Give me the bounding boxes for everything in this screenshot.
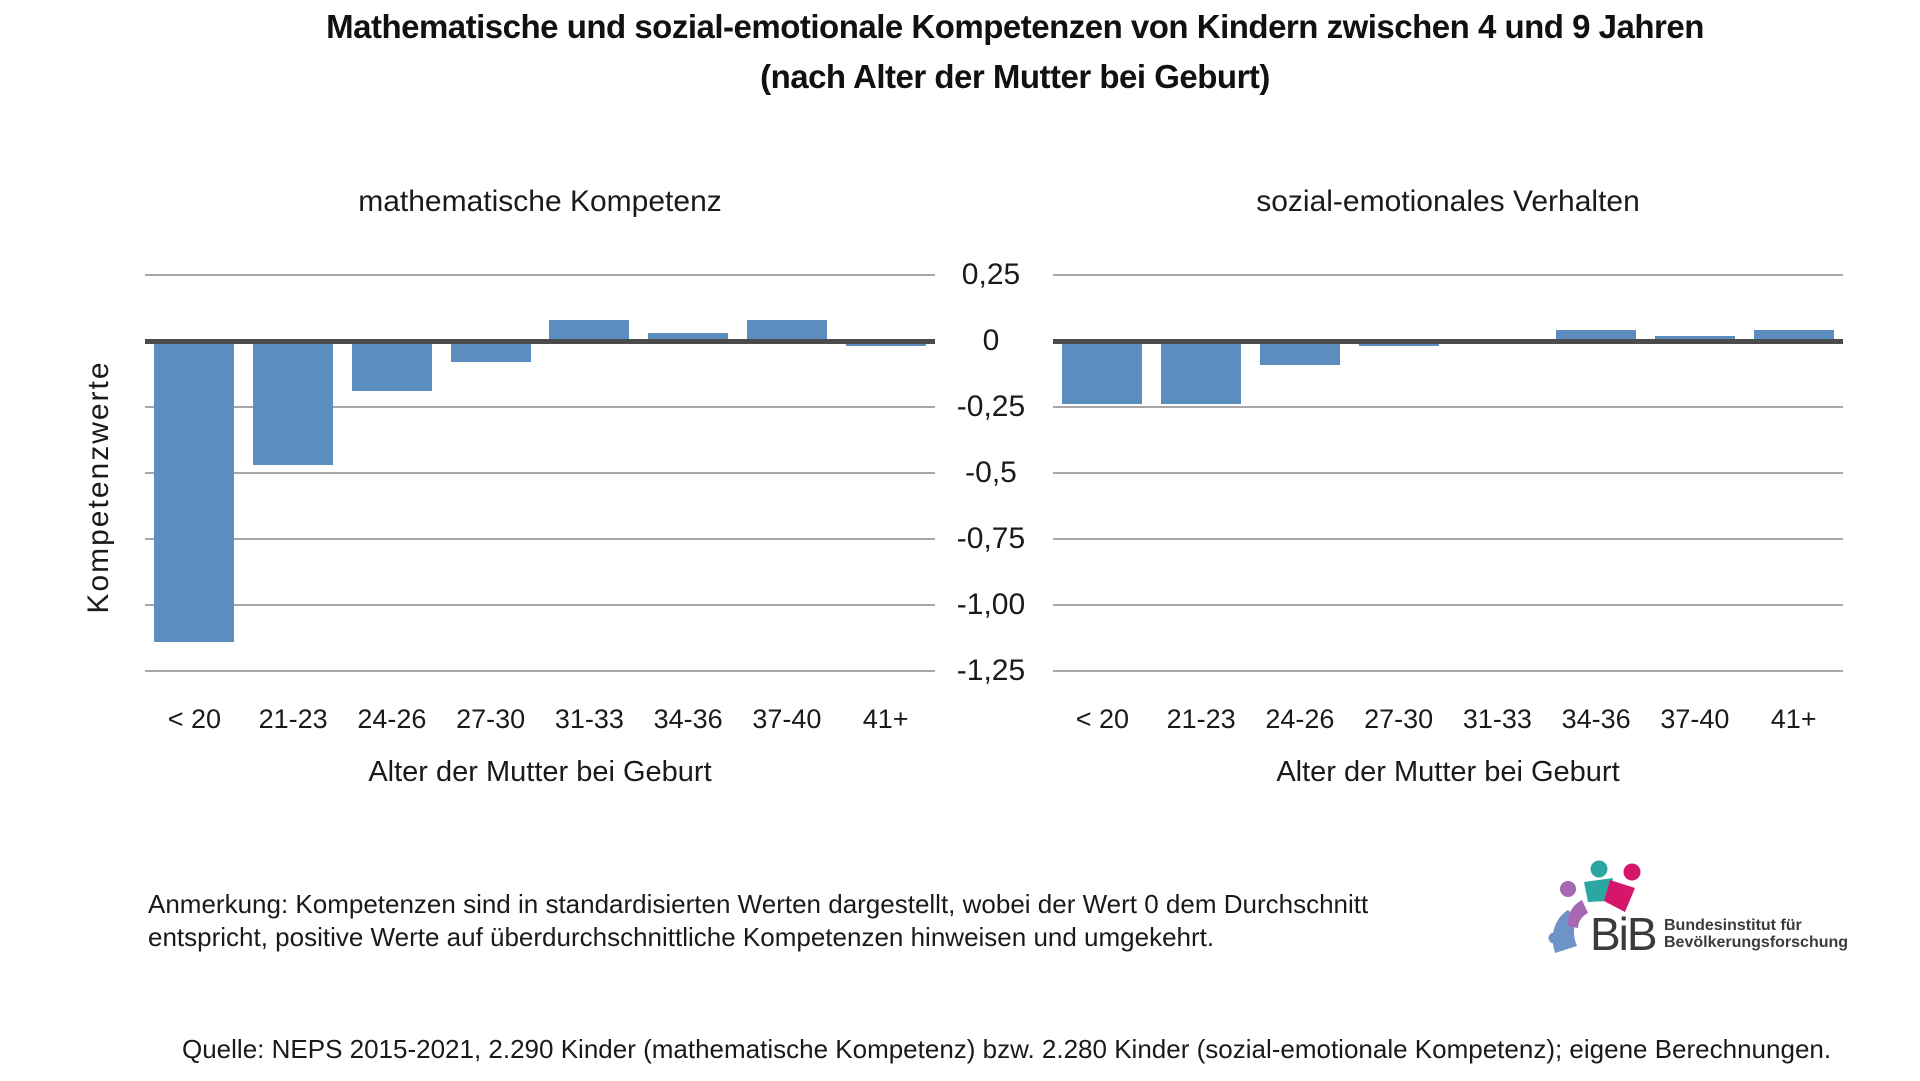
bar-< 20: [1062, 341, 1143, 405]
source-line: Quelle: NEPS 2015-2021, 2.290 Kinder (ma…: [182, 1034, 1832, 1064]
plot-socioemotional-behavior: Alter der Mutter bei Geburt < 20 21-23 24-…: [1053, 274, 1843, 788]
gridline: [1053, 538, 1843, 540]
gridline: [1053, 472, 1843, 474]
figure-title-line1: Mathematische und sozial-emotionale Komp…: [326, 8, 1704, 45]
gridline: [1053, 670, 1843, 672]
x-tick-label: 37-40: [752, 704, 822, 734]
bar-34-36: [1556, 330, 1637, 341]
x-tick-label: 37-40: [1660, 704, 1730, 734]
y-axis-tick-labels: 0,25 0 -0,25 -0,5 -0,75 -1,00 -1,25: [933, 258, 1049, 687]
bib-logo-text: BiB: [1590, 908, 1658, 960]
y-tick-label: -1,00: [956, 588, 1026, 621]
x-tick-label: < 20: [1075, 704, 1130, 734]
y-tick-label: -1,25: [956, 654, 1026, 687]
gridline: [145, 670, 935, 672]
y-tick-label: -0,25: [956, 390, 1026, 423]
zero-axis-line: [1053, 338, 1843, 344]
bib-logo-icon: [1548, 860, 1641, 953]
bar-41+: [845, 341, 926, 347]
x-tick-label: 21-23: [1166, 704, 1236, 734]
figure-title: Mathematische und sozial-emotionale Komp…: [110, 2, 1920, 102]
note-line1: Anmerkung: Kompetenzen sind in standardi…: [148, 889, 1369, 919]
bar-41+: [1753, 330, 1834, 341]
bar-24-26: [1259, 341, 1340, 365]
y-tick-label: 0,25: [961, 258, 1021, 291]
gridline: [1053, 406, 1843, 408]
bar-21-23: [253, 341, 334, 466]
bar-24-26: [351, 341, 432, 392]
bar-31-33: [549, 319, 630, 341]
bar-27-30: [1358, 341, 1439, 347]
plot-math-competence: Alter der Mutter bei Geburt < 20 21-23 24-…: [145, 274, 935, 788]
y-tick-label: -0,5: [965, 456, 1017, 489]
chart-subtitle-socioemotional: sozial-emotionales Verhalten: [1256, 185, 1640, 218]
bar-34-36: [648, 333, 729, 341]
bar-37-40: [746, 319, 827, 341]
zero-axis-line: [145, 338, 935, 344]
gridline: [145, 472, 935, 474]
x-tick-label: 21-23: [258, 704, 328, 734]
gridline: [1053, 274, 1843, 276]
x-tick-label: 41+: [862, 704, 909, 734]
gridline: [1053, 604, 1843, 606]
bib-logo: BiB Bundesinstitut für Bevölkerungsforsc…: [1548, 854, 1920, 966]
x-tick-label: 27-30: [1364, 704, 1434, 734]
x-axis-title-right: Alter der Mutter bei Geburt: [1276, 756, 1620, 788]
x-axis-title-left: Alter der Mutter bei Geburt: [368, 756, 712, 788]
x-tick-label: 41+: [1770, 704, 1817, 734]
x-tick-label: 31-33: [554, 704, 624, 734]
bar-< 20: [154, 341, 235, 642]
x-tick-label: 34-36: [653, 704, 723, 734]
bar-21-23: [1161, 341, 1242, 405]
bib-org-line1: Bundesinstitut für: [1664, 917, 1802, 934]
figure-note: Anmerkung: Kompetenzen sind in standardi…: [148, 888, 1368, 954]
gridline: [145, 538, 935, 540]
bib-org-line2: Bevölkerungsforschung: [1664, 934, 1849, 951]
gridline: [145, 406, 935, 408]
x-tick-label: 34-36: [1561, 704, 1631, 734]
note-line2: entspricht, positive Werte auf überdurch…: [148, 922, 1215, 952]
x-tick-label: 24-26: [1265, 704, 1335, 734]
x-tick-label: 24-26: [357, 704, 427, 734]
bar-37-40: [1654, 335, 1735, 341]
x-tick-label: 27-30: [456, 704, 526, 734]
gridline: [145, 274, 935, 276]
y-axis-label: Kompetenzwerte: [82, 360, 115, 614]
figure-title-line2: (nach Alter der Mutter bei Geburt): [760, 58, 1270, 95]
y-tick-label: -0,75: [956, 522, 1026, 555]
y-tick-label: 0: [982, 324, 1000, 357]
x-tick-label: < 20: [167, 704, 222, 734]
x-tick-label: 31-33: [1462, 704, 1532, 734]
bib-org-name: Bundesinstitut für Bevölkerungsforschung: [1664, 917, 1848, 951]
gridline: [145, 604, 935, 606]
bar-27-30: [450, 341, 531, 363]
chart-subtitle-math: mathematische Kompetenz: [358, 185, 722, 218]
